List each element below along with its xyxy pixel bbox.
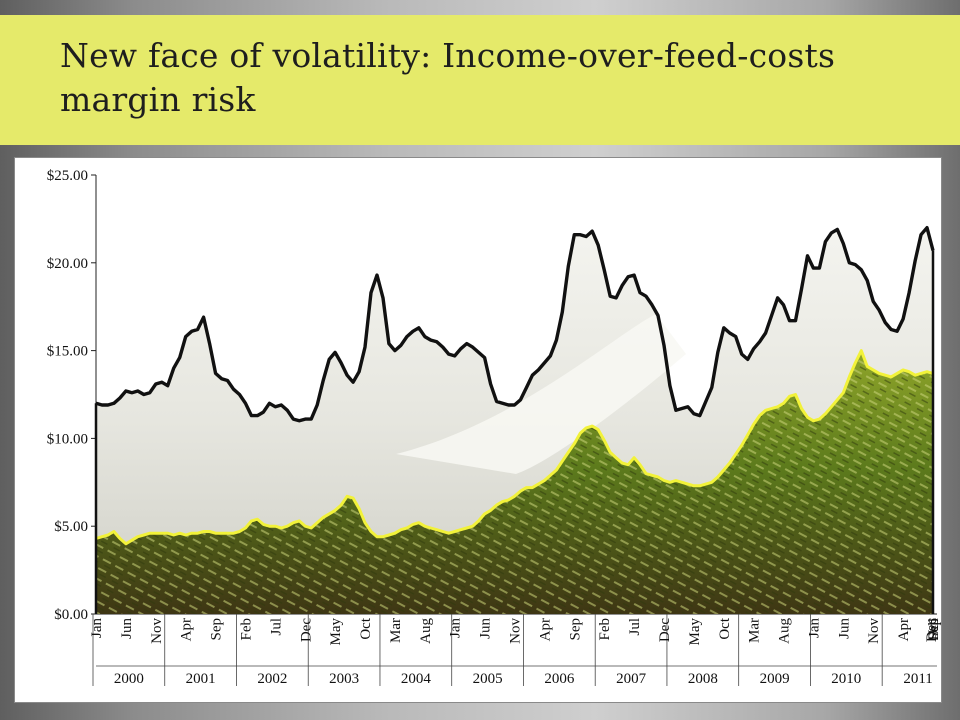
x-month-label: Jun [836,618,852,639]
x-month-label: Sep [567,618,583,641]
x-month-label: Apr [896,618,912,641]
x-month-label: Apr [537,618,553,641]
x-month-label: Feb [926,618,942,641]
x-month-label: Nov [508,618,524,644]
yellow-series-line [95,349,934,546]
x-month-label: Oct [717,617,733,639]
x-month-label: Apr [179,618,195,641]
x-month-label: Jan [89,618,105,638]
x-month-label: May [687,618,703,646]
x-year-label: 2008 [688,671,718,687]
x-year-label: 2004 [401,671,432,687]
plot-area [94,226,935,614]
x-year-label: 2010 [831,671,861,687]
x-year-label: 2011 [903,671,932,687]
y-tick-label: $15.00 [47,344,88,360]
x-month-label: Dec [298,618,314,642]
x-month-label: Jul [627,618,643,636]
x-month-label: Nov [866,618,882,644]
x-month-label: Jan [448,618,464,638]
chart-frame: $0.00 $5.00 $10.00 $15.00 $20.00 $25.00 Jan Jun… [14,157,942,703]
x-year-label: 2007 [616,671,647,687]
y-tick-label: $20.00 [47,256,88,272]
x-month-label: Sep [926,618,942,641]
x-year-label: 2001 [186,671,216,687]
x-month-label: Jun [119,618,135,639]
milk-stream [396,314,686,474]
x-month-label: Dec [657,618,673,642]
x-month-label: Mar [747,618,763,643]
margin-chart: $0.00 $5.00 $10.00 $15.00 $20.00 $25.00 Jan Jun… [47,168,942,687]
x-year-label: 2006 [544,671,575,687]
slide-title: New face of volatility: Income-over-feed… [60,36,836,119]
y-tick-label: $10.00 [47,431,88,447]
x-year-label: 2003 [329,671,359,687]
x-month-label: Jul [268,618,284,636]
x-month-label: Jan [806,618,822,638]
x-month-label: Aug [418,618,434,644]
y-tick-label: $0.00 [54,607,88,623]
title-band [0,15,960,145]
x-year-label: 2000 [114,671,144,687]
x-month-label: May [328,618,344,646]
x-month-label: Nov [149,618,165,644]
feed-texture [96,350,933,614]
y-tick-label: $25.00 [47,168,88,184]
y-tick-label: $5.00 [54,519,88,535]
x-month-label: Jun [478,618,494,639]
black-series-line [95,226,935,423]
x-month-label: Feb [238,618,254,641]
axis-labels: $0.00 $5.00 $10.00 $15.00 $20.00 $25.00 Jan Jun… [47,168,942,687]
x-month-label: Mar [388,618,404,643]
x-year-label: 2002 [257,671,287,687]
x-month-label: Oct [358,617,374,639]
x-month-label: Aug [777,618,793,644]
x-month-label: Jul [926,618,942,636]
x-month-label: Feb [597,618,613,641]
x-year-label: 2005 [473,671,503,687]
x-month-label: Dec [924,618,940,642]
x-month-label: Sep [209,618,225,641]
x-year-label: 2009 [760,671,790,687]
